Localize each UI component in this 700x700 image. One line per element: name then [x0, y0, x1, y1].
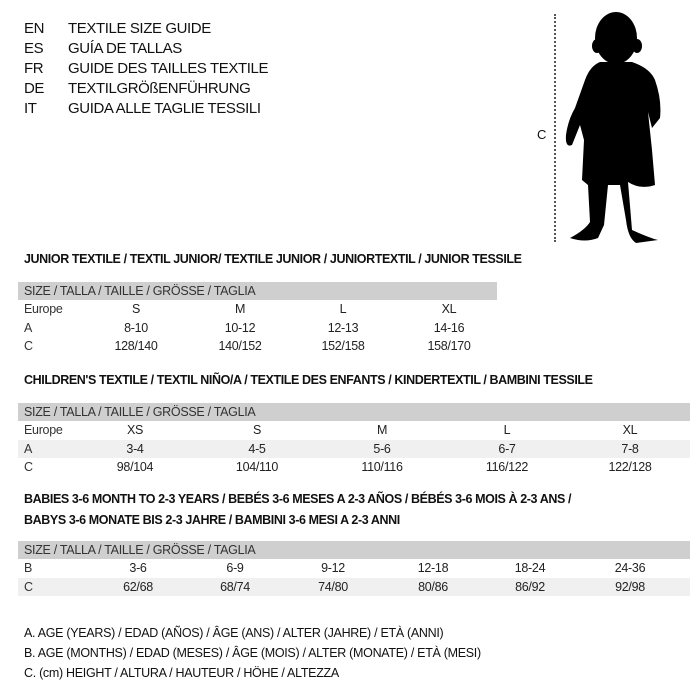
table-row: Europe S M L XL [18, 300, 497, 319]
children-title: CHILDREN'S TEXTILE / TEXTIL NIÑO/A / TEX… [24, 373, 593, 387]
table-cell: XL [441, 302, 457, 316]
children-size-table: SIZE / TALLA / TAILLE / GRÖSSE / TAGLIA E… [18, 403, 690, 477]
table-cell: 5-6 [373, 441, 391, 456]
table-cell: 14-16 [433, 320, 465, 335]
row-label: A [24, 441, 33, 456]
legend-c: C. (cm) HEIGHT / ALTURA / HAUTEUR / HÖHE… [24, 666, 339, 680]
row-label: Europe [24, 302, 63, 316]
size-header: SIZE / TALLA / TAILLE / GRÖSSE / TAGLIA [18, 282, 497, 300]
table-cell: 98/104 [116, 460, 154, 474]
table-row: A 3-4 4-5 5-6 6-7 7-8 [18, 439, 690, 458]
row-label: C [24, 339, 33, 353]
table-cell: M [376, 423, 388, 437]
table-cell: M [234, 302, 246, 316]
language-code: ES [24, 40, 44, 57]
table-cell: 122/128 [608, 460, 652, 474]
table-cell: 86/92 [515, 579, 545, 594]
table-cell: 7-8 [621, 441, 639, 456]
table-cell: 104/110 [235, 460, 279, 474]
table-cell: 110/116 [361, 460, 403, 474]
table-cell: L [503, 423, 511, 437]
table-row: Europe XS S M L XL [18, 421, 690, 440]
babies-title-line2: BABYS 3-6 MONATE BIS 2-3 JAHRE / BAMBINI… [24, 513, 400, 527]
language-title: TEXTILGRÖßENFÜHRUNG [68, 80, 251, 97]
language-code: IT [24, 100, 37, 117]
table-cell: L [339, 302, 347, 316]
table-row: C 62/68 68/74 74/80 80/86 86/92 92/98 [18, 577, 690, 596]
row-label: Europe [24, 423, 63, 437]
language-title: TEXTILE SIZE GUIDE [68, 20, 211, 37]
table-cell: 74/80 [318, 579, 348, 594]
babies-title-line1: BABIES 3-6 MONTH TO 2-3 YEARS / BEBÉS 3-… [24, 492, 572, 506]
table-cell: 12-18 [417, 561, 449, 575]
table-cell: 140/152 [218, 339, 262, 353]
table-cell: S [131, 302, 141, 316]
table-cell: 80/86 [418, 579, 448, 594]
row-label: C [24, 460, 33, 474]
table-cell: 9-12 [321, 561, 345, 575]
table-cell: XL [622, 423, 638, 437]
table-cell: 6-7 [498, 441, 516, 456]
table-cell: 24-36 [614, 561, 646, 575]
table-cell: 18-24 [514, 561, 546, 575]
table-cell: 152/158 [321, 339, 365, 353]
table-row: C 128/140 140/152 152/158 158/170 [18, 337, 497, 356]
size-header: SIZE / TALLA / TAILLE / GRÖSSE / TAGLIA [18, 541, 690, 559]
table-cell: 62/68 [123, 579, 153, 594]
language-code: FR [24, 60, 44, 77]
table-cell: 158/170 [427, 339, 471, 353]
table-cell: 68/74 [220, 579, 250, 594]
legend-b: B. AGE (MONTHS) / EDAD (MESES) / ÂGE (MO… [24, 646, 481, 660]
junior-title: JUNIOR TEXTILE / TEXTIL JUNIOR/ TEXTILE … [24, 252, 522, 266]
language-title: GUIDA ALLE TAGLIE TESSILI [68, 100, 261, 117]
size-header: SIZE / TALLA / TAILLE / GRÖSSE / TAGLIA [18, 403, 690, 421]
measure-line [554, 14, 556, 242]
table-cell: 3-6 [129, 561, 147, 575]
child-silhouette-icon [565, 12, 661, 243]
table-cell: 128/140 [114, 339, 158, 353]
table-cell: 3-4 [126, 441, 144, 456]
table-cell: 4-5 [248, 441, 266, 456]
table-row: A 8-10 10-12 12-13 14-16 [18, 319, 497, 338]
table-cell: 10-12 [224, 320, 256, 335]
table-cell: 92/98 [615, 579, 645, 594]
language-code: DE [24, 80, 45, 97]
measure-label: C [537, 127, 547, 142]
table-row: C 98/104 104/110 110/116 116/122 122/128 [18, 458, 690, 477]
language-code: EN [24, 20, 45, 37]
language-title: GUIDE DES TAILLES TEXTILE [68, 60, 269, 77]
junior-size-table: SIZE / TALLA / TAILLE / GRÖSSE / TAGLIA E… [18, 282, 497, 356]
legend-a: A. AGE (YEARS) / EDAD (AÑOS) / ÂGE (ANS)… [24, 626, 444, 640]
babies-size-table: SIZE / TALLA / TAILLE / GRÖSSE / TAGLIA B… [18, 541, 690, 596]
row-label: B [24, 561, 33, 575]
row-label: A [24, 320, 33, 335]
table-cell: XS [126, 423, 144, 437]
table-row: B 3-6 6-9 9-12 12-18 18-24 24-36 [18, 559, 690, 578]
language-title: GUÍA DE TALLAS [68, 40, 182, 57]
table-cell: 8-10 [124, 320, 148, 335]
table-cell: 6-9 [226, 561, 244, 575]
row-label: C [24, 579, 33, 594]
table-cell: 12-13 [327, 320, 359, 335]
table-cell: S [252, 423, 262, 437]
table-cell: 116/122 [485, 460, 529, 474]
